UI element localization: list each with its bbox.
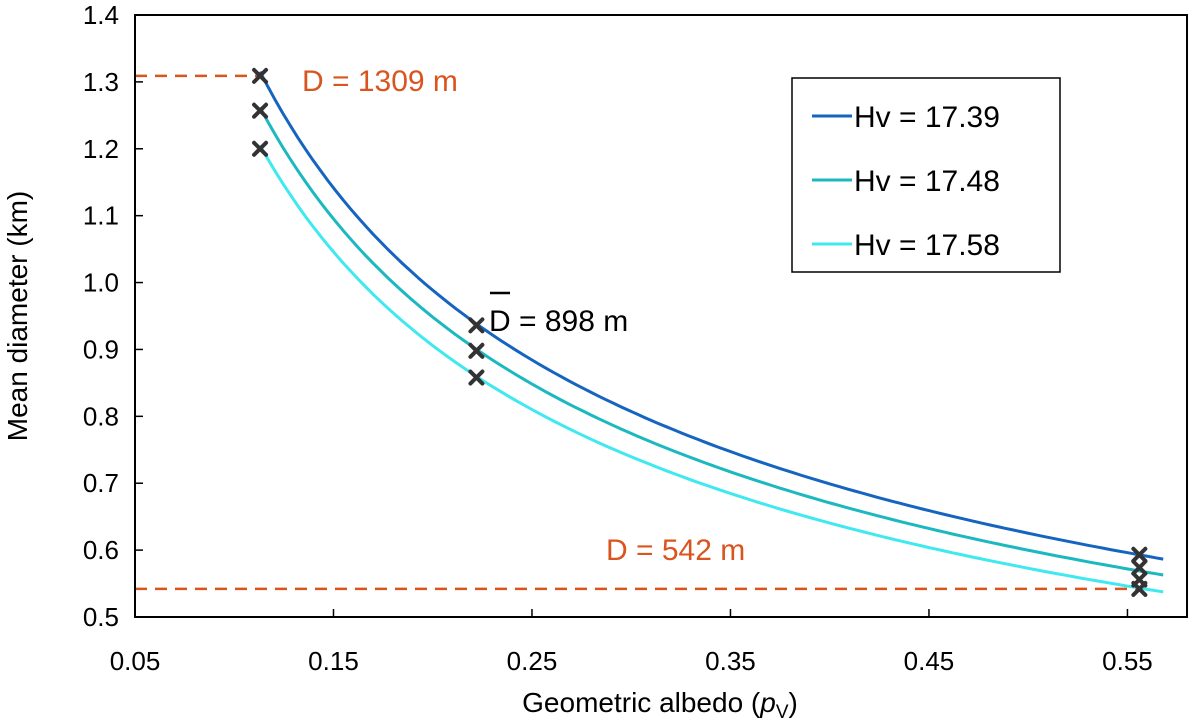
min-diameter-annotation: D = 542 m [606,534,745,567]
y-axis-title: Mean diameter (km) [2,191,33,442]
y-tick-label-9: 1.4 [83,0,119,30]
x-marker-2 [252,140,269,157]
series-line-2 [258,144,1164,594]
x-marker-7-stroke-b [1131,559,1148,576]
series-line-0 [258,70,1164,561]
x-tick-label-2: 0.25 [507,646,558,676]
y-tick-label-4: 0.9 [83,334,119,364]
reference-lines [135,74,1140,591]
x-marker-4 [468,342,485,359]
x-marker-2-stroke-b [252,140,269,157]
x-axis-title-end: ) [789,687,798,718]
legend-label-0: Hv = 17.39 [854,101,1000,134]
y-tick-label-6: 1.1 [83,201,119,231]
x-marker-9-stroke-b [1131,580,1148,597]
x-axis-title: Geometric albedo (pV) [522,687,798,723]
x-marker-4-stroke-b [468,342,485,359]
x-axis-title-variable: p [759,687,776,718]
legend-box [791,77,1061,273]
x-marker-3 [468,317,485,334]
max-diameter-annotation: D = 1309 m [302,65,458,98]
plot-area-frame [134,14,1188,618]
y-tick-label-5: 1.0 [83,268,119,298]
mean-symbol: D [489,305,511,338]
x-tick-label-0: 0.05 [110,646,161,676]
x-marker-6-stroke-b [1131,546,1148,563]
x-marker-9 [1131,580,1148,597]
x-marker-1-stroke-b [252,102,269,119]
x-marker-3-stroke-b [468,317,485,334]
x-axis-title-subscript: V [776,702,789,723]
data-markers [252,67,1148,597]
series-lines [258,70,1164,594]
x-marker-1 [252,102,269,119]
x-axis-title-main: Geometric albedo ( [522,687,761,718]
mean-diameter-annotation: D = 898 m [489,291,628,338]
x-tick-labels: 0.05 0.15 0.25 0.35 0.45 0.55 [110,646,1153,676]
y-tick-labels: 0.5 0.6 0.7 0.8 0.9 1.0 1.1 1.2 1.3 1.4 [83,0,119,632]
x-tick-label-3: 0.35 [705,646,756,676]
legend: Hv = 17.39 Hv = 17.48 Hv = 17.58 [791,77,1061,273]
x-marker-6 [1131,546,1148,563]
x-marker-7 [1131,559,1148,576]
legend-label-1: Hv = 17.48 [854,165,1000,198]
x-marker-0 [252,67,269,84]
x-marker-5 [468,369,485,386]
y-tick-label-8: 1.3 [83,67,119,97]
mean-value: = 898 m [511,305,629,338]
legend-label-2: Hv = 17.58 [854,229,1000,262]
x-tick-label-1: 0.15 [308,646,359,676]
x-marker-5-stroke-b [468,369,485,386]
y-tick-label-3: 0.8 [83,401,119,431]
x-tick-label-4: 0.45 [904,646,955,676]
y-tick-label-1: 0.6 [83,535,119,565]
series-line-1 [258,106,1164,577]
y-tick-label-2: 0.7 [83,468,119,498]
y-tick-label-7: 1.2 [83,134,119,164]
y-tick-label-0: 0.5 [83,602,119,632]
x-tick-label-5: 0.55 [1102,646,1153,676]
x-marker-0-stroke-b [252,67,269,84]
mean-diameter-label: D = 898 m [489,305,628,338]
